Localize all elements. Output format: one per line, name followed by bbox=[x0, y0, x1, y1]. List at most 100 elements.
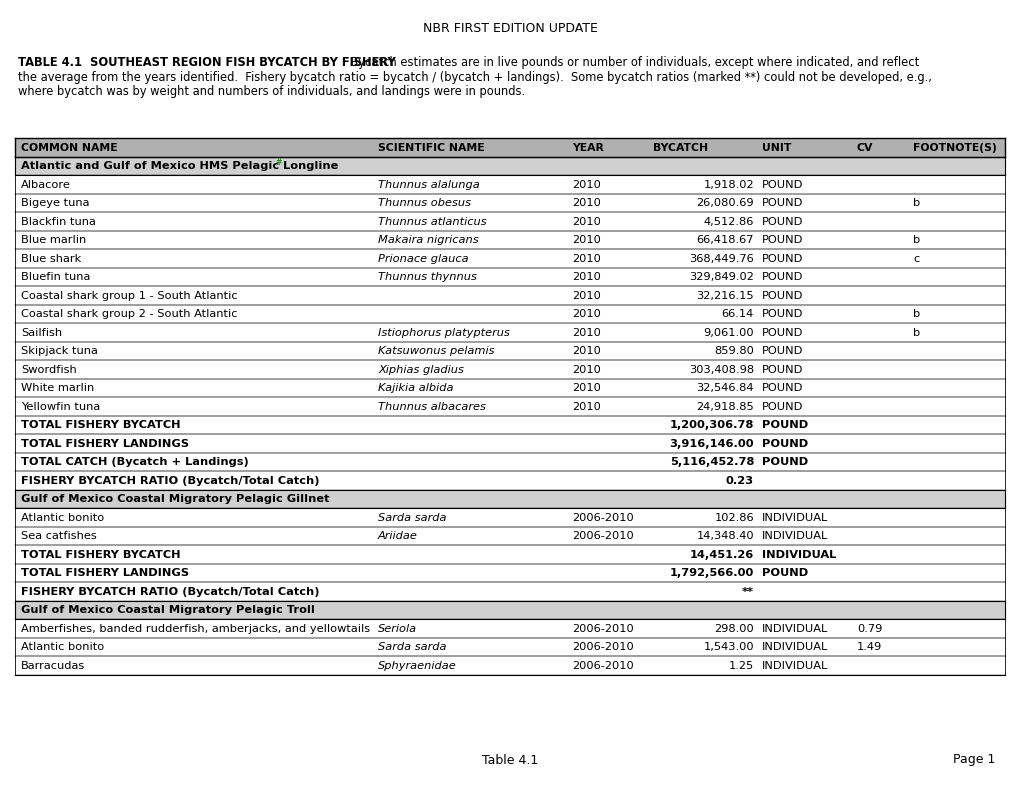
Bar bbox=[15, 415, 1004, 434]
Bar bbox=[15, 360, 1004, 378]
Text: Skipjack tuna: Skipjack tuna bbox=[21, 346, 98, 356]
Text: FISHERY BYCATCH RATIO (Bycatch/Total Catch): FISHERY BYCATCH RATIO (Bycatch/Total Cat… bbox=[21, 476, 319, 485]
Text: 1,200,306.78: 1,200,306.78 bbox=[668, 420, 753, 430]
Text: Gulf of Mexico Coastal Migratory Pelagic Gillnet: Gulf of Mexico Coastal Migratory Pelagic… bbox=[21, 494, 329, 504]
Text: Bycatch estimates are in live pounds or number of individuals, except where indi: Bycatch estimates are in live pounds or … bbox=[342, 56, 918, 69]
Text: Coastal shark group 2 - South Atlantic: Coastal shark group 2 - South Atlantic bbox=[21, 309, 237, 319]
Text: 4,512.86: 4,512.86 bbox=[703, 217, 753, 227]
Text: 303,408.98: 303,408.98 bbox=[688, 365, 753, 375]
Text: Katsuwonus pelamis: Katsuwonus pelamis bbox=[378, 346, 494, 356]
Text: POUND: POUND bbox=[761, 365, 803, 375]
Bar bbox=[15, 563, 1004, 582]
Text: b: b bbox=[912, 309, 919, 319]
Text: 2010: 2010 bbox=[572, 291, 600, 301]
Text: 0.79: 0.79 bbox=[856, 624, 881, 634]
Text: 2010: 2010 bbox=[572, 236, 600, 245]
Bar bbox=[15, 138, 1004, 157]
Text: 2010: 2010 bbox=[572, 180, 600, 190]
Text: Yellowfin tuna: Yellowfin tuna bbox=[21, 402, 100, 412]
Text: Sphyraenidae: Sphyraenidae bbox=[378, 661, 457, 671]
Text: POUND: POUND bbox=[761, 568, 807, 578]
Bar bbox=[15, 452, 1004, 471]
Text: Thunnus thynnus: Thunnus thynnus bbox=[378, 272, 477, 282]
Text: 2006-2010: 2006-2010 bbox=[572, 624, 633, 634]
Text: 32,216.15: 32,216.15 bbox=[696, 291, 753, 301]
Text: 0.23: 0.23 bbox=[726, 476, 753, 485]
Bar bbox=[15, 323, 1004, 341]
Text: INDIVIDUAL: INDIVIDUAL bbox=[761, 531, 827, 541]
Bar bbox=[15, 341, 1004, 360]
Bar bbox=[15, 471, 1004, 489]
Text: 5,116,452.78: 5,116,452.78 bbox=[668, 457, 753, 467]
Text: Ariidae: Ariidae bbox=[378, 531, 418, 541]
Bar bbox=[15, 397, 1004, 415]
Bar bbox=[15, 489, 1004, 508]
Text: 2006-2010: 2006-2010 bbox=[572, 513, 633, 522]
Text: 26,080.69: 26,080.69 bbox=[696, 199, 753, 208]
Text: 2010: 2010 bbox=[572, 217, 600, 227]
Text: Sarda sarda: Sarda sarda bbox=[378, 642, 446, 652]
Bar bbox=[15, 619, 1004, 637]
Text: 298.00: 298.00 bbox=[713, 624, 753, 634]
Text: 2010: 2010 bbox=[572, 272, 600, 282]
Text: TOTAL CATCH (Bycatch + Landings): TOTAL CATCH (Bycatch + Landings) bbox=[21, 457, 249, 467]
Text: Blue marlin: Blue marlin bbox=[21, 236, 87, 245]
Text: POUND: POUND bbox=[761, 383, 803, 393]
Bar bbox=[15, 656, 1004, 675]
Text: Sarda sarda: Sarda sarda bbox=[378, 513, 446, 522]
Text: NBR FIRST EDITION UPDATE: NBR FIRST EDITION UPDATE bbox=[422, 22, 597, 35]
Bar bbox=[15, 637, 1004, 656]
Text: 329,849.02: 329,849.02 bbox=[689, 272, 753, 282]
Text: 9,061.00: 9,061.00 bbox=[703, 328, 753, 338]
Text: 2010: 2010 bbox=[572, 328, 600, 338]
Bar bbox=[15, 526, 1004, 545]
Text: 2010: 2010 bbox=[572, 383, 600, 393]
Bar bbox=[15, 434, 1004, 452]
Text: POUND: POUND bbox=[761, 439, 807, 448]
Text: Thunnus albacares: Thunnus albacares bbox=[378, 402, 485, 412]
Text: the average from the years identified.  Fishery bycatch ratio = bycatch / (bycat: the average from the years identified. F… bbox=[18, 70, 931, 84]
Bar bbox=[15, 249, 1004, 267]
Text: Prionace glauca: Prionace glauca bbox=[378, 254, 468, 264]
Text: Xiphias gladius: Xiphias gladius bbox=[378, 365, 464, 375]
Bar bbox=[15, 600, 1004, 619]
Text: TOTAL FISHERY LANDINGS: TOTAL FISHERY LANDINGS bbox=[21, 439, 189, 448]
Text: Bigeye tuna: Bigeye tuna bbox=[21, 199, 90, 208]
Text: POUND: POUND bbox=[761, 180, 803, 190]
Text: 1,918.02: 1,918.02 bbox=[703, 180, 753, 190]
Text: Gulf of Mexico Coastal Migratory Pelagic Troll: Gulf of Mexico Coastal Migratory Pelagic… bbox=[21, 605, 315, 615]
Text: 2006-2010: 2006-2010 bbox=[572, 531, 633, 541]
Text: Atlantic bonito: Atlantic bonito bbox=[21, 642, 104, 652]
Text: TOTAL FISHERY BYCATCH: TOTAL FISHERY BYCATCH bbox=[21, 550, 180, 559]
Bar bbox=[15, 582, 1004, 600]
Text: Makaira nigricans: Makaira nigricans bbox=[378, 236, 478, 245]
Text: TABLE 4.1  SOUTHEAST REGION FISH BYCATCH BY FISHERY: TABLE 4.1 SOUTHEAST REGION FISH BYCATCH … bbox=[18, 56, 395, 69]
Bar bbox=[15, 378, 1004, 397]
Text: POUND: POUND bbox=[761, 420, 807, 430]
Text: POUND: POUND bbox=[761, 346, 803, 356]
Bar bbox=[15, 212, 1004, 231]
Text: 66.14: 66.14 bbox=[721, 309, 753, 319]
Text: Sailfish: Sailfish bbox=[21, 328, 62, 338]
Text: White marlin: White marlin bbox=[21, 383, 94, 393]
Text: 2010: 2010 bbox=[572, 309, 600, 319]
Text: 2010: 2010 bbox=[572, 402, 600, 412]
Text: Blackfin tuna: Blackfin tuna bbox=[21, 217, 96, 227]
Text: 859.80: 859.80 bbox=[713, 346, 753, 356]
Text: BYCATCH: BYCATCH bbox=[652, 143, 707, 153]
Text: INDIVIDUAL: INDIVIDUAL bbox=[761, 550, 836, 559]
Text: 2006-2010: 2006-2010 bbox=[572, 661, 633, 671]
Text: POUND: POUND bbox=[761, 272, 803, 282]
Text: 102.86: 102.86 bbox=[713, 513, 753, 522]
Text: #: # bbox=[275, 158, 281, 167]
Text: POUND: POUND bbox=[761, 328, 803, 338]
Text: 1,792,566.00: 1,792,566.00 bbox=[668, 568, 753, 578]
Text: 2006-2010: 2006-2010 bbox=[572, 642, 633, 652]
Text: 2010: 2010 bbox=[572, 346, 600, 356]
Text: Atlantic bonito: Atlantic bonito bbox=[21, 513, 104, 522]
Text: Kajikia albida: Kajikia albida bbox=[378, 383, 453, 393]
Bar bbox=[15, 286, 1004, 304]
Text: 66,418.67: 66,418.67 bbox=[696, 236, 753, 245]
Text: TOTAL FISHERY BYCATCH: TOTAL FISHERY BYCATCH bbox=[21, 420, 180, 430]
Text: POUND: POUND bbox=[761, 457, 807, 467]
